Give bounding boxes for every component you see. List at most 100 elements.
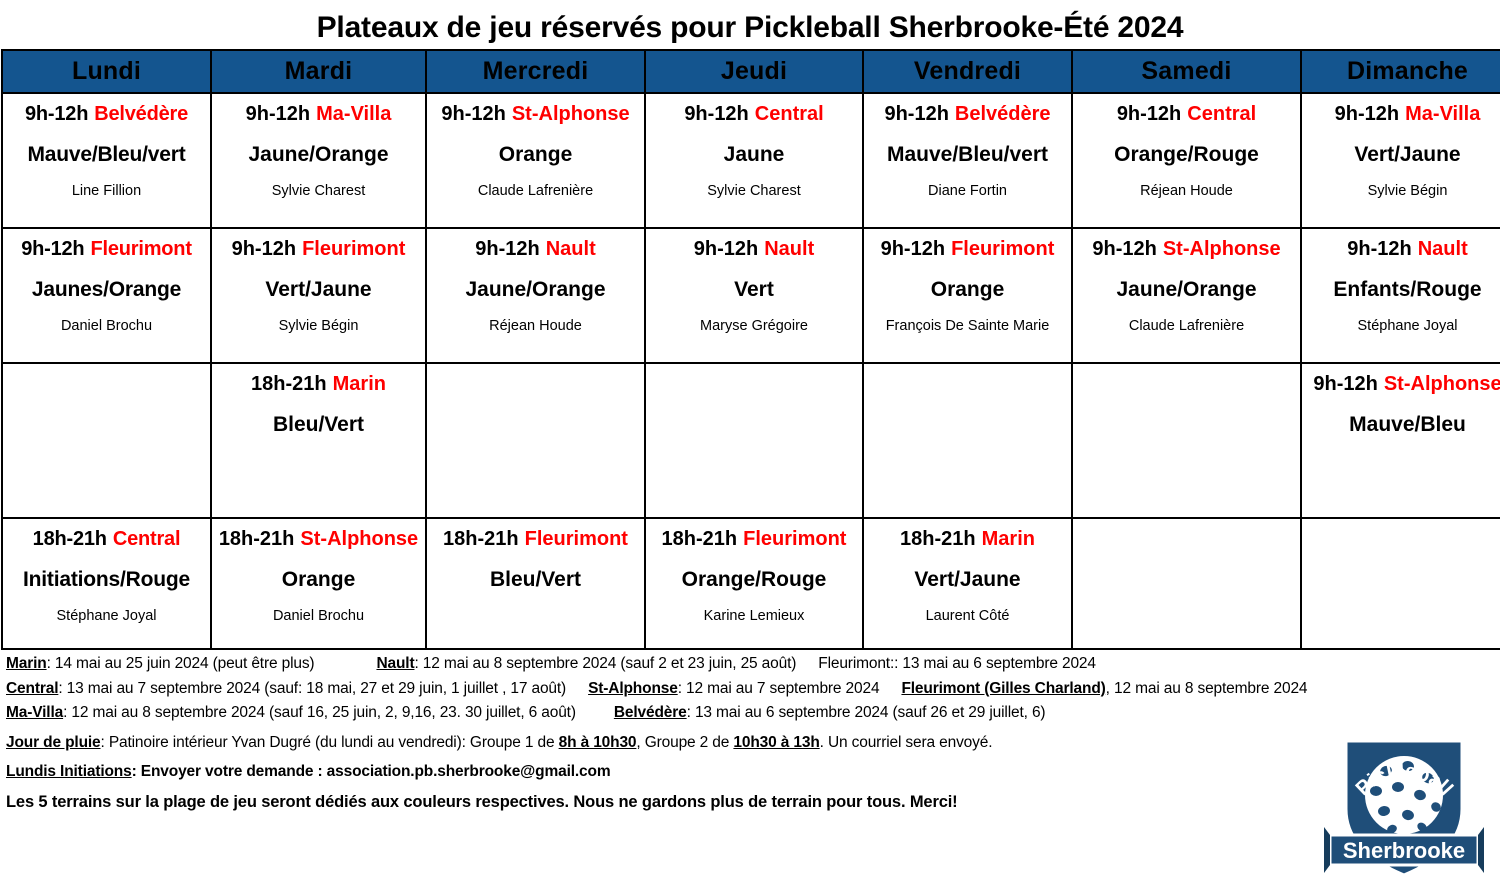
footnote-text-gilles-charland: , 12 mai au 8 septembre 2024 [1105, 679, 1308, 697]
schedule-cell[interactable]: 9h-12h Ma-Villa Jaune/Orange Sylvie Chare… [210, 92, 427, 229]
schedule-table-container: Lundi Mardi Mercredi Jeudi Vendredi Same… [0, 49, 1500, 650]
table-header-row: Lundi Mardi Mercredi Jeudi Vendredi Same… [1, 49, 1500, 94]
schedule-cell[interactable]: 18h-21h Fleurimont Orange/Rouge Karine Le… [644, 517, 864, 650]
footnote-text-fleurimont: Fleurimont:: 13 mai au 6 septembre 2024 [818, 655, 1096, 672]
schedule-cell[interactable]: 18h-21h Marin Bleu/Vert [210, 362, 427, 519]
footnote-label-nault: Nault [376, 655, 415, 672]
slot-courts: Orange [281, 568, 356, 591]
slot-courts: Bleu/Vert [272, 413, 365, 436]
schedule-cell[interactable]: 18h-21h Central Initiations/Rouge Stéphan… [1, 517, 212, 650]
schedule-cell[interactable] [1, 362, 212, 519]
schedule-cell[interactable] [1071, 362, 1302, 519]
slot-venue: Central [112, 528, 181, 550]
slot-venue: Fleurimont [524, 528, 628, 550]
slot-venue: Fleurimont [743, 528, 847, 550]
footnote-text-lundis-initiations[interactable]: : Envoyer votre demande : association.pb… [131, 763, 611, 780]
footnote-label-ma-villa: Ma-Villa [6, 704, 64, 721]
slot-venue: Central [754, 103, 824, 125]
slot-person: Karine Lemieux [703, 608, 805, 625]
footnote-time-group-2: 10h30 à 13h [733, 733, 820, 751]
slot-time: 9h-12h [1347, 238, 1412, 260]
schedule-cell[interactable]: 9h-12h Belvédère Mauve/Bleu/vert Diane Fo… [862, 92, 1073, 229]
slot-courts: Orange/Rouge [1114, 143, 1259, 166]
slot-courts: Jaune/Orange [248, 143, 389, 166]
schedule-cell[interactable]: 18h-21h Fleurimont Bleu/Vert [425, 517, 646, 650]
footnotes: Marin: 14 mai au 25 juin 2024 (peut être… [0, 656, 1500, 810]
schedule-cell[interactable]: 9h-12h Fleurimont Vert/Jaune Sylvie Bégin [210, 227, 427, 364]
slot-person: François De Sainte Marie [885, 318, 1050, 335]
day-header-mardi: Mardi [210, 49, 427, 94]
footnote-text-central: : 13 mai au 7 septembre 2024 (sauf: 18 m… [58, 679, 567, 697]
slot-person: Sylvie Charest [271, 183, 366, 200]
schedule-cell[interactable] [862, 362, 1073, 519]
slot-courts: Orange/Rouge [681, 568, 827, 591]
slot-courts: Orange [930, 278, 1005, 301]
schedule-cell[interactable] [1071, 517, 1302, 650]
slot-time: 9h-12h [693, 238, 759, 260]
slot-courts: Vert/Jaune [914, 568, 1021, 591]
schedule-cell[interactable]: 9h-12h St-Alphonse Mauve/Bleu [1300, 362, 1500, 519]
slot-person: Line Fillion [71, 183, 142, 200]
slot-courts: Mauve/Bleu [1349, 413, 1466, 436]
slot-courts: Vert/Jaune [1354, 143, 1461, 166]
slot-time: 18h-21h [661, 528, 738, 550]
day-header-mercredi: Mercredi [425, 49, 646, 94]
footnote-text-rain-1: : Patinoire intérieur Yvan Dugré (du lun… [100, 733, 559, 751]
slot-courts: Jaune [723, 143, 785, 166]
slot-time: 18h-21h [443, 528, 519, 550]
day-header-lundi: Lundi [1, 49, 212, 94]
footnote-text-belvedere: : 13 mai au 6 septembre 2024 (sauf 26 et… [686, 704, 1046, 721]
schedule-cell[interactable]: 9h-12h St-Alphonse Orange Claude Lafreniè… [425, 92, 646, 229]
footnote-label-lundis-initiations: Lundis Initiations [6, 763, 132, 780]
slot-time: 9h-12h [21, 238, 85, 260]
slot-courts: Bleu/Vert [489, 568, 582, 591]
slot-person: Stéphane Joyal [56, 608, 157, 625]
schedule-cell[interactable]: 9h-12h Ma-Villa Vert/Jaune Sylvie Bégin [1300, 92, 1500, 229]
schedule-cell[interactable]: 18h-21h Marin Vert/Jaune Laurent Côté [862, 517, 1073, 650]
slot-time: 18h-21h [218, 528, 295, 550]
schedule-cell[interactable]: 9h-12h Fleurimont Jaunes/Orange Daniel Br… [1, 227, 212, 364]
schedule-cell[interactable]: 9h-12h St-Alphonse Jaune/Orange Claude La… [1071, 227, 1302, 364]
slot-time: 18h-21h [251, 373, 327, 395]
footnote-text-st-alphonse: : 12 mai au 7 septembre 2024 [677, 679, 880, 697]
slot-venue: Nault [764, 238, 815, 260]
day-header-vendredi: Vendredi [862, 49, 1073, 94]
schedule-cell[interactable]: 9h-12h Nault Enfants/Rouge Stéphane Joyal [1300, 227, 1500, 364]
slot-person: Claude Lafrenière [477, 183, 594, 200]
slot-courts: Jaune/Orange [1116, 278, 1257, 301]
slot-person: Laurent Côté [925, 608, 1010, 625]
schedule-table: Lundi Mardi Mercredi Jeudi Vendredi Same… [1, 49, 1500, 650]
slot-person: Claude Lafrenière [1128, 318, 1245, 335]
footnote-text-rain-3: . Un courriel sera envoyé. [819, 733, 993, 751]
schedule-cell[interactable] [644, 362, 864, 519]
table-row: 18h-21h Central Initiations/Rouge Stéphan… [1, 517, 1500, 650]
schedule-cell[interactable] [1300, 517, 1500, 650]
table-row: 18h-21h Marin Bleu/Vert [1, 362, 1500, 519]
page-title: Plateaux de jeu réservés pour Pickleball… [316, 11, 1184, 44]
footnote-label-jour-de-pluie: Jour de pluie [6, 733, 101, 751]
schedule-cell[interactable]: 9h-12h Nault Jaune/Orange Réjean Houde [425, 227, 646, 364]
slot-venue: Belvédère [94, 103, 189, 125]
slot-venue: Fleurimont [302, 238, 406, 260]
schedule-cell[interactable]: 9h-12h Central Jaune Sylvie Charest [644, 92, 864, 229]
slot-venue: St-Alphonse [300, 528, 419, 550]
slot-courts: Enfants/Rouge [1333, 278, 1482, 301]
schedule-cell[interactable]: 9h-12h Fleurimont Orange François De Sain… [862, 227, 1073, 364]
footnote-time-group-1: 8h à 10h30 [558, 733, 637, 751]
schedule-cell[interactable]: 9h-12h Belvédère Mauve/Bleu/vert Line Fil… [1, 92, 212, 229]
slot-venue: Central [1187, 103, 1257, 125]
slot-venue: Ma-Villa [1405, 103, 1481, 125]
slot-time: 9h-12h [1313, 373, 1378, 395]
schedule-cell[interactable]: 9h-12h Central Orange/Rouge Réjean Houde [1071, 92, 1302, 229]
slot-person: Réjean Houde [1140, 183, 1233, 200]
slot-time: 9h-12h [245, 103, 311, 125]
slot-time: 9h-12h [441, 103, 506, 125]
schedule-cell[interactable]: 18h-21h St-Alphonse Orange Daniel Brochu [210, 517, 427, 650]
schedule-cell[interactable] [425, 362, 646, 519]
slot-time: 9h-12h [475, 238, 540, 260]
slot-person: Daniel Brochu [60, 318, 153, 335]
schedule-cell[interactable]: 9h-12h Nault Vert Maryse Grégoire [644, 227, 864, 364]
slot-time: 9h-12h [1092, 238, 1157, 260]
table-row: 9h-12h Belvédère Mauve/Bleu/vert Line Fil… [1, 92, 1500, 229]
slot-person: Réjean Houde [489, 318, 582, 335]
